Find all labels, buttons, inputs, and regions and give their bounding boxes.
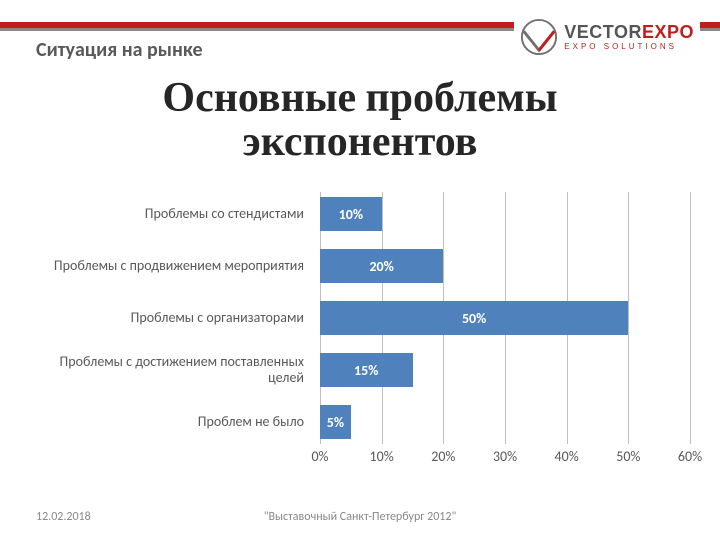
x-tick-label: 0% — [311, 448, 328, 465]
x-tick-label: 30% — [493, 448, 517, 465]
main-title: Основные проблемы экспонентов — [0, 76, 720, 164]
chart-row: Проблемы со стендистами 10% — [40, 192, 690, 236]
logo-tagline: EXPO SOLUTIONS — [564, 43, 694, 51]
footer-source: "Выставочный Санкт-Петербург 2012" — [0, 510, 720, 524]
category-label: Проблемы с продвижением мероприятия — [40, 258, 312, 274]
logo-text: VECTOREXPO EXPO SOLUTIONS — [564, 23, 694, 51]
gridline — [690, 192, 691, 444]
category-label: Проблемы со стендистами — [40, 206, 312, 222]
bar: 20% — [320, 249, 443, 283]
logo: VECTOREXPO EXPO SOLUTIONS — [514, 16, 700, 58]
x-tick-label: 20% — [431, 448, 455, 465]
x-tick-label: 50% — [616, 448, 640, 465]
bar: 50% — [320, 301, 628, 335]
bar-chart: Проблемы со стендистами 10% Проблемы с про… — [40, 192, 690, 478]
x-tick-label: 10% — [370, 448, 394, 465]
x-tick-label: 40% — [555, 448, 579, 465]
title-line1: Основные проблемы — [162, 73, 557, 122]
chart-x-axis: 0%10%20%30%40%50%60% — [320, 444, 690, 470]
category-label: Проблем не было — [40, 414, 312, 430]
x-tick-label: 60% — [678, 448, 702, 465]
header-subtitle: Ситуация на рынке — [36, 38, 203, 62]
bar: 10% — [320, 197, 382, 231]
category-label: Проблемы с организаторами — [40, 310, 312, 326]
chart-row: Проблем не было 5% — [40, 400, 690, 444]
logo-text-right: EXPO — [642, 22, 694, 42]
bar: 5% — [320, 405, 351, 439]
bar: 15% — [320, 353, 413, 387]
logo-text-left: VECTOR — [564, 22, 642, 42]
title-line2: экспонентов — [243, 117, 478, 166]
chart-row: Проблемы с продвижением мероприятия 20% — [40, 244, 690, 288]
chart-row: Проблемы с организаторами 50% — [40, 296, 690, 340]
category-label: Проблемы с достижением поставленных целе… — [40, 354, 312, 386]
logo-glyph-icon — [520, 18, 558, 56]
chart-row: Проблемы с достижением поставленных целе… — [40, 348, 690, 392]
